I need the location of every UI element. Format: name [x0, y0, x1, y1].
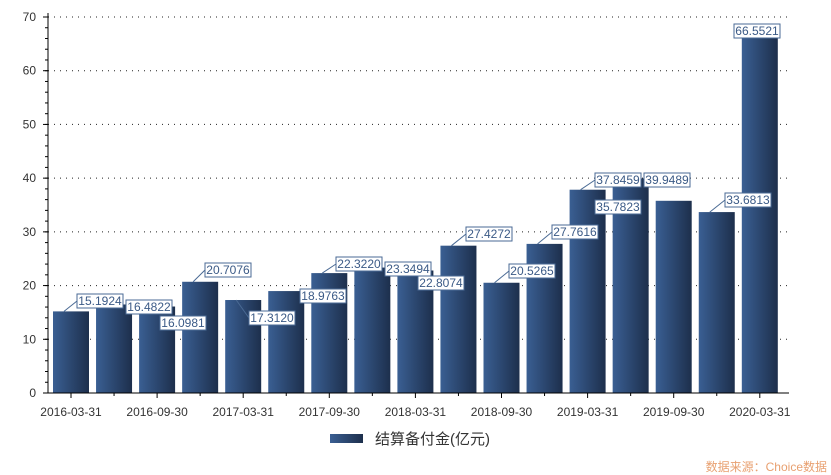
data-label: 23.3494 [386, 262, 430, 276]
bar [440, 245, 477, 393]
data-label: 39.9489 [645, 173, 689, 187]
data-label: 35.7823 [596, 200, 640, 214]
y-tick-label: 20 [23, 279, 37, 293]
x-tick-label: 2020-03-31 [729, 405, 791, 419]
data-label: 27.7616 [553, 225, 597, 239]
y-tick-label: 10 [23, 332, 37, 346]
data-label: 18.9763 [301, 289, 345, 303]
bar [698, 212, 735, 393]
bar [268, 291, 305, 393]
data-label: 37.8459 [596, 173, 640, 187]
data-label: 17.3120 [250, 311, 294, 325]
bar [483, 282, 520, 393]
x-tick-label: 2016-09-30 [126, 405, 188, 419]
data-label: 20.5265 [510, 264, 554, 278]
x-tick-label: 2018-09-30 [471, 405, 533, 419]
x-tick-label: 2019-03-31 [557, 405, 619, 419]
legend-swatch [330, 434, 363, 443]
data-label: 16.4822 [127, 300, 171, 314]
data-label: 22.3220 [337, 257, 381, 271]
bars [53, 35, 778, 394]
data-source: 数据来源：Choice数据 [705, 460, 827, 474]
legend-label: 结算备付金(亿元) [375, 431, 490, 448]
bar [354, 267, 391, 393]
bar [397, 270, 434, 393]
y-tick-label: 40 [23, 171, 37, 185]
y-tick-label: 50 [23, 117, 37, 131]
data-label: 15.1924 [78, 294, 122, 308]
data-label: 22.8074 [419, 276, 463, 290]
bar [741, 35, 778, 394]
y-tick-label: 60 [23, 64, 37, 78]
x-tick-label: 2016-03-31 [40, 405, 102, 419]
x-tick-label: 2019-09-30 [643, 405, 705, 419]
data-label: 16.0981 [161, 316, 205, 330]
legend: 结算备付金(亿元) [330, 428, 490, 449]
data-label: 33.6813 [726, 193, 770, 207]
bar [96, 304, 133, 393]
data-label: 66.5521 [735, 24, 779, 38]
data-label: 20.7076 [206, 263, 250, 277]
bar [182, 281, 219, 393]
bar [655, 200, 692, 393]
x-tick-label: 2017-09-30 [299, 405, 361, 419]
axes: 0 10 20 30 40 50 60 70 2016-03-31 2016-09-30 2017-… [23, 10, 791, 419]
bar [53, 311, 89, 393]
data-label: 27.4272 [467, 227, 511, 241]
y-tick-label: 0 [29, 386, 36, 400]
y-tick-label: 70 [23, 10, 37, 24]
x-tick-label: 2017-03-31 [213, 405, 275, 419]
data-labels: 15.1924 16.4822 16.0981 20.7076 17.3120 18.97… [63, 23, 781, 331]
x-tick-label: 2018-03-31 [385, 405, 447, 419]
y-tick-label: 30 [23, 225, 37, 239]
bar [569, 189, 606, 393]
